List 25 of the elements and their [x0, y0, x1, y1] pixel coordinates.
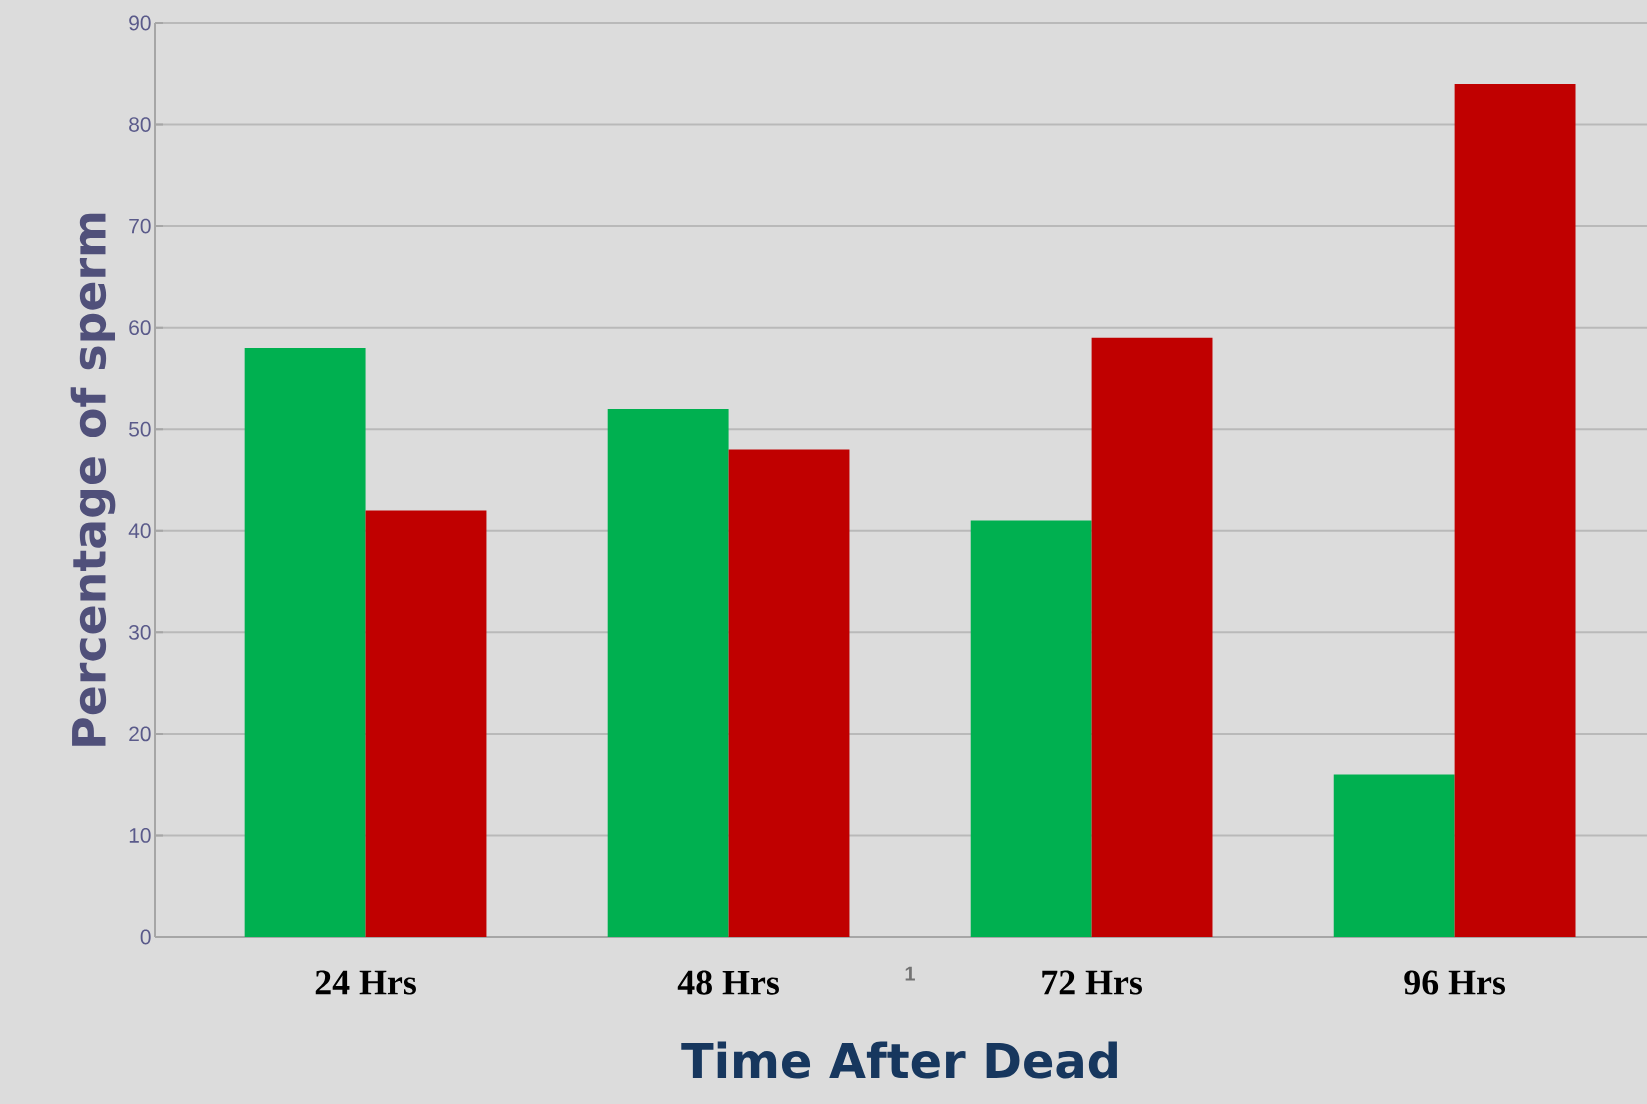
y-tick-label: 60	[129, 320, 151, 336]
x-tick-label: 24 Hrs	[315, 970, 416, 995]
bar	[365, 510, 487, 937]
y-tick-label: 0	[140, 929, 151, 945]
y-tick-label: 50	[129, 421, 151, 437]
bar	[970, 520, 1092, 937]
y-tick-label: 70	[129, 218, 151, 234]
y-tick-label: 10	[129, 828, 151, 843]
bar	[607, 408, 729, 937]
bar	[244, 347, 366, 937]
y-tick-label: 90	[129, 15, 151, 31]
y-tick-label: 30	[129, 624, 151, 640]
x-tick-label: 72 Hrs	[1042, 970, 1142, 995]
y-tick-label: 40	[128, 523, 151, 539]
x-axis-title: Time After Dead	[681, 1041, 1117, 1079]
y-tick-label: 80	[129, 117, 151, 132]
bar	[1333, 774, 1455, 937]
bar	[728, 449, 850, 937]
y-axis-title: Percentage of sperm	[70, 213, 116, 746]
x-tick-label: 96 Hrs	[1404, 970, 1506, 995]
text: 1	[905, 966, 915, 981]
bar	[1091, 337, 1213, 937]
bar	[1454, 83, 1576, 937]
x-tick-label: 48 Hrs	[677, 970, 779, 995]
y-tick-label: 20	[129, 726, 151, 742]
